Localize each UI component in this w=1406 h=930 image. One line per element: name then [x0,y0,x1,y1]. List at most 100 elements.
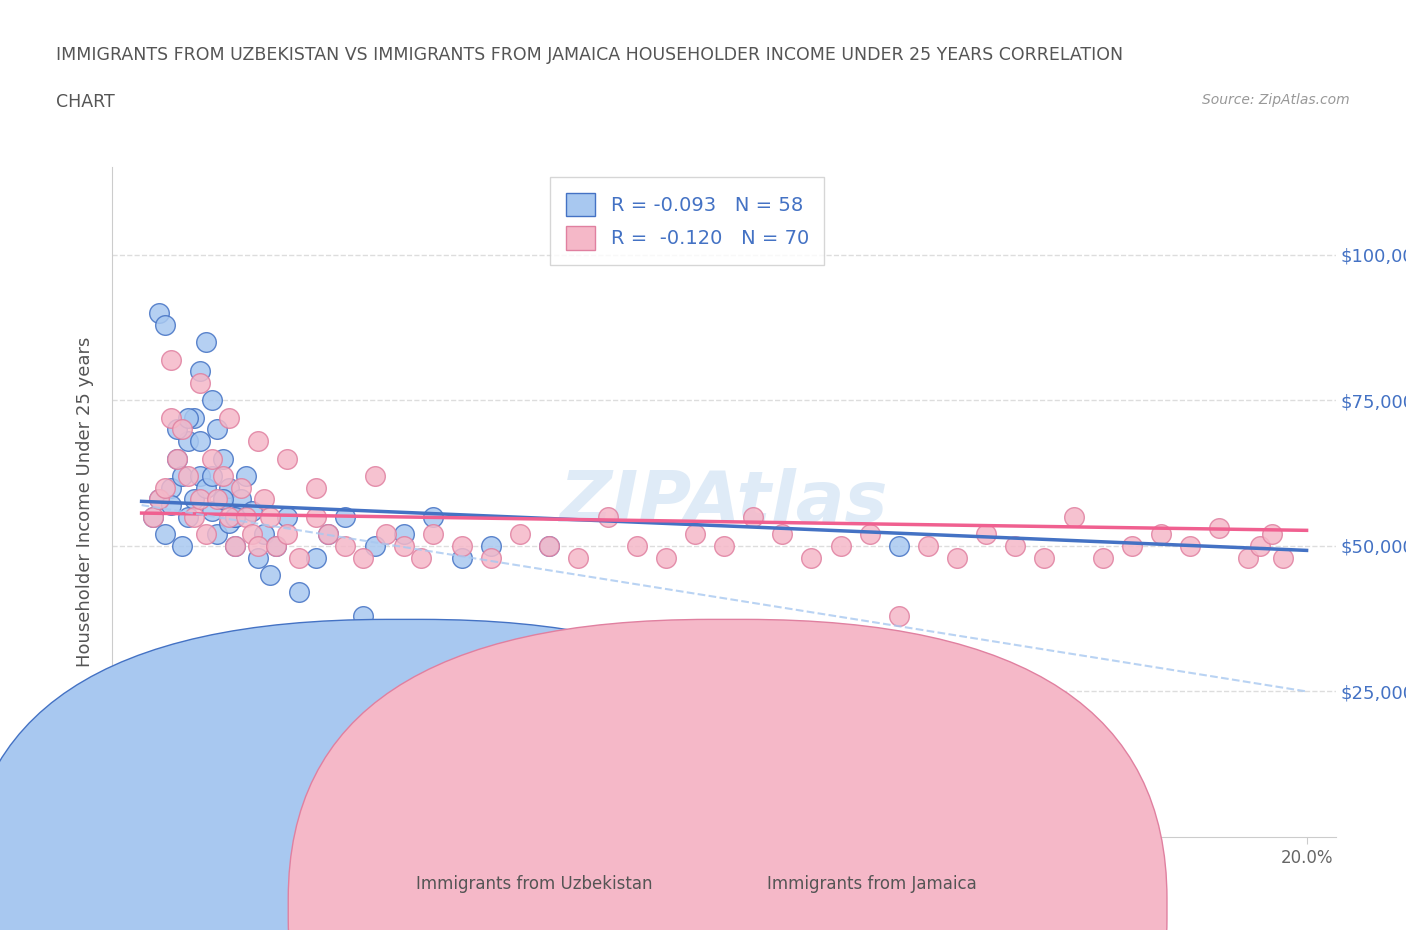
Point [159,352,181,367]
Text: CHART: CHART [56,93,115,111]
Point [183,492,205,507]
Point [305,510,328,525]
Point [218,515,240,530]
Point [259,567,281,582]
Point [1237,550,1260,565]
Point [887,538,910,553]
Point [276,510,298,525]
Point [153,480,176,495]
Point [253,526,276,541]
Point [188,433,211,448]
Point [264,538,287,553]
Point [172,422,194,437]
Point [770,526,793,541]
Point [1004,538,1026,553]
Point [177,410,200,425]
Point [411,550,433,565]
Point [240,503,263,518]
Point [1272,550,1295,565]
Point [188,364,211,379]
Point [142,510,165,525]
Point [200,451,222,466]
Point [218,410,240,425]
Point [335,538,357,553]
Point [188,492,211,507]
Point [229,480,252,495]
Point [363,538,385,553]
Point [538,538,561,553]
Point [229,492,252,507]
Point [422,510,444,525]
Point [596,510,619,525]
Point [917,538,939,553]
Point [218,510,240,525]
Point [259,510,281,525]
Point [392,538,415,553]
Point [240,526,263,541]
Point [264,538,287,553]
Point [166,451,188,466]
Point [212,451,235,466]
Point [305,480,328,495]
Point [946,550,969,565]
Point [207,526,229,541]
Point [1150,526,1173,541]
Point [276,451,298,466]
Point [194,526,217,541]
Point [194,480,217,495]
Point [153,526,176,541]
Point [770,667,793,682]
Legend: R = -0.093   N = 58, R =  -0.120   N = 70: R = -0.093 N = 58, R = -0.120 N = 70 [550,177,824,265]
Point [200,469,222,484]
Point [224,538,246,553]
Point [363,469,385,484]
Point [567,550,589,565]
Point [352,608,374,623]
Y-axis label: Householder Income Under 25 years: Householder Income Under 25 years [76,337,94,668]
Point [974,526,997,541]
Point [235,510,257,525]
Point [212,469,235,484]
Point [1063,510,1085,525]
Point [159,480,181,495]
Point [392,526,415,541]
Point [352,626,374,641]
Point [1178,538,1201,553]
Point [148,306,170,321]
Point [316,526,339,541]
Point [1033,550,1056,565]
Point [422,526,444,541]
Point [305,550,328,565]
Point [655,644,678,658]
Point [1208,521,1230,536]
Point [159,410,181,425]
Point [172,538,194,553]
Point [352,550,374,565]
Point [218,480,240,495]
Point [800,550,823,565]
Point [247,538,270,553]
Point [288,550,311,565]
Point [212,492,235,507]
Point [177,469,200,484]
Point [859,526,882,541]
Point [335,510,357,525]
Text: Immigrants from Uzbekistan: Immigrants from Uzbekistan [416,875,652,893]
Point [946,754,969,769]
Point [224,510,246,525]
Point [316,526,339,541]
Point [1260,526,1282,541]
Text: Immigrants from Jamaica: Immigrants from Jamaica [766,875,977,893]
Point [207,422,229,437]
Point [253,492,276,507]
Point [235,469,257,484]
Point [509,526,531,541]
Point [1121,538,1143,553]
Point [288,585,311,600]
Point [479,538,502,553]
Point [200,503,222,518]
Text: Source: ZipAtlas.com: Source: ZipAtlas.com [1202,93,1350,107]
Point [375,526,398,541]
Point [159,498,181,512]
Point [247,550,270,565]
